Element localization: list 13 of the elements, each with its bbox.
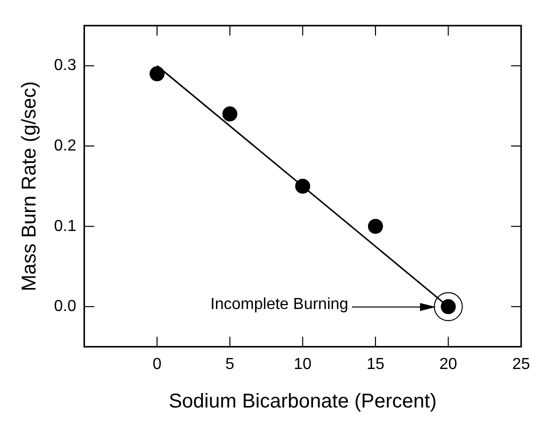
x-tick-label: 5 — [225, 356, 234, 373]
x-tick-label: 25 — [512, 356, 530, 373]
x-axis-title: Sodium Bicarbonate (Percent) — [168, 390, 437, 413]
annotation: Incomplete Burning — [210, 296, 348, 314]
x-tick-label: 15 — [366, 356, 384, 373]
y-tick-label: 0.0 — [54, 298, 76, 316]
x-tick-label: 10 — [294, 356, 312, 373]
y-axis-title: Mass Burn Rate (g/sec) — [18, 81, 41, 292]
x-tick-label: 20 — [439, 356, 458, 373]
y-tick-label: 0.2 — [54, 137, 76, 154]
x-tick-label: 0 — [152, 356, 162, 373]
y-tick-label: 0.3 — [54, 57, 76, 74]
y-tick-label: 0.1 — [54, 218, 76, 235]
